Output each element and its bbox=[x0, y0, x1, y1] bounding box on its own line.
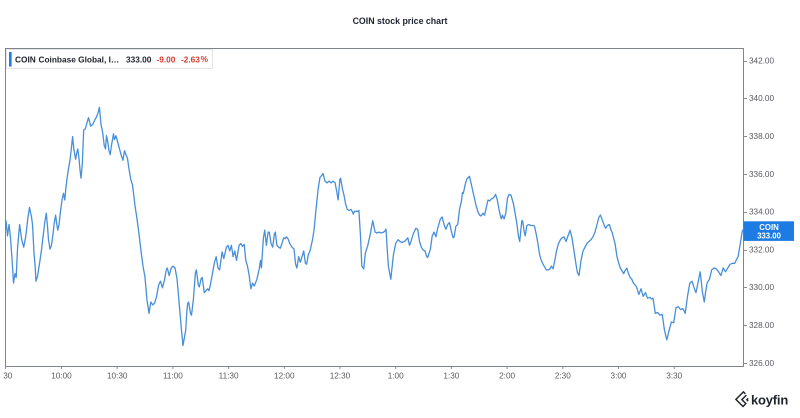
svg-text:330.00: 330.00 bbox=[749, 283, 774, 292]
svg-text:%: % bbox=[201, 54, 209, 64]
svg-text:koyfin: koyfin bbox=[751, 392, 788, 407]
svg-text:3:30: 3:30 bbox=[666, 372, 682, 381]
svg-text:338.00: 338.00 bbox=[749, 132, 774, 141]
svg-text:10:30: 10:30 bbox=[107, 372, 128, 381]
svg-text:11:00: 11:00 bbox=[163, 372, 183, 381]
svg-text:334.00: 334.00 bbox=[749, 208, 774, 217]
svg-text:COIN stock price chart: COIN stock price chart bbox=[353, 16, 448, 26]
svg-text:12:30: 12:30 bbox=[330, 372, 351, 381]
svg-text:30: 30 bbox=[3, 372, 13, 381]
svg-text:12:00: 12:00 bbox=[274, 372, 295, 381]
svg-text:10:00: 10:00 bbox=[51, 372, 72, 381]
svg-text:1:30: 1:30 bbox=[443, 372, 459, 381]
svg-text:-2.63: -2.63 bbox=[181, 55, 200, 65]
svg-text:333.00: 333.00 bbox=[126, 55, 152, 65]
svg-text:COIN: COIN bbox=[759, 223, 779, 232]
svg-text:11:30: 11:30 bbox=[219, 372, 239, 381]
svg-text:336.00: 336.00 bbox=[749, 170, 774, 179]
svg-text:2:30: 2:30 bbox=[555, 372, 571, 381]
svg-text:332.00: 332.00 bbox=[749, 245, 774, 254]
svg-text:340.00: 340.00 bbox=[749, 94, 774, 103]
svg-text:COIN: COIN bbox=[15, 55, 36, 65]
svg-text:Coinbase Global, I…: Coinbase Global, I… bbox=[39, 55, 120, 65]
svg-text:328.00: 328.00 bbox=[749, 321, 774, 330]
svg-text:333.00: 333.00 bbox=[757, 232, 782, 241]
svg-text:326.00: 326.00 bbox=[749, 359, 774, 368]
svg-text:-9.00: -9.00 bbox=[157, 55, 176, 65]
svg-text:3:00: 3:00 bbox=[611, 372, 627, 381]
svg-text:2:00: 2:00 bbox=[499, 372, 515, 381]
svg-text:342.00: 342.00 bbox=[749, 56, 774, 65]
svg-text:1:00: 1:00 bbox=[388, 372, 404, 381]
